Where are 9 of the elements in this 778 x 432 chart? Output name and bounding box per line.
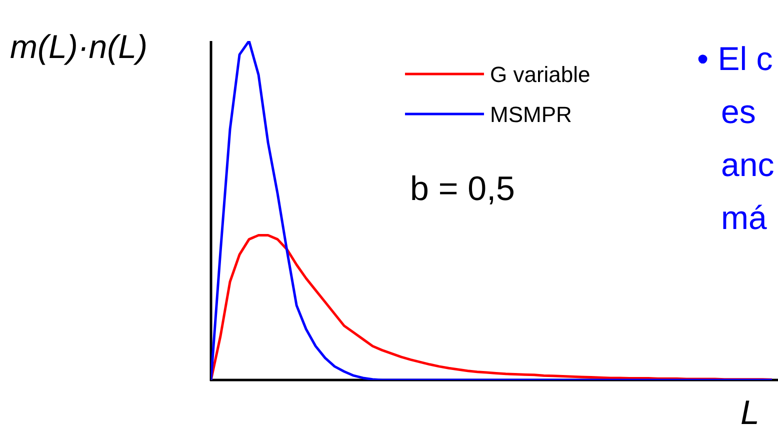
x-axis-title: L bbox=[740, 394, 760, 432]
annotation: b = 0,5 bbox=[410, 170, 515, 208]
annotation: es bbox=[721, 93, 756, 130]
annotation: • El c bbox=[697, 40, 773, 77]
annotation: anc bbox=[721, 146, 774, 183]
legend-label: MSMPR bbox=[490, 102, 572, 127]
legend-label: G variable bbox=[490, 62, 590, 87]
annotation: má bbox=[721, 199, 768, 236]
y-axis-title: m(L)·n(L) bbox=[10, 28, 148, 65]
